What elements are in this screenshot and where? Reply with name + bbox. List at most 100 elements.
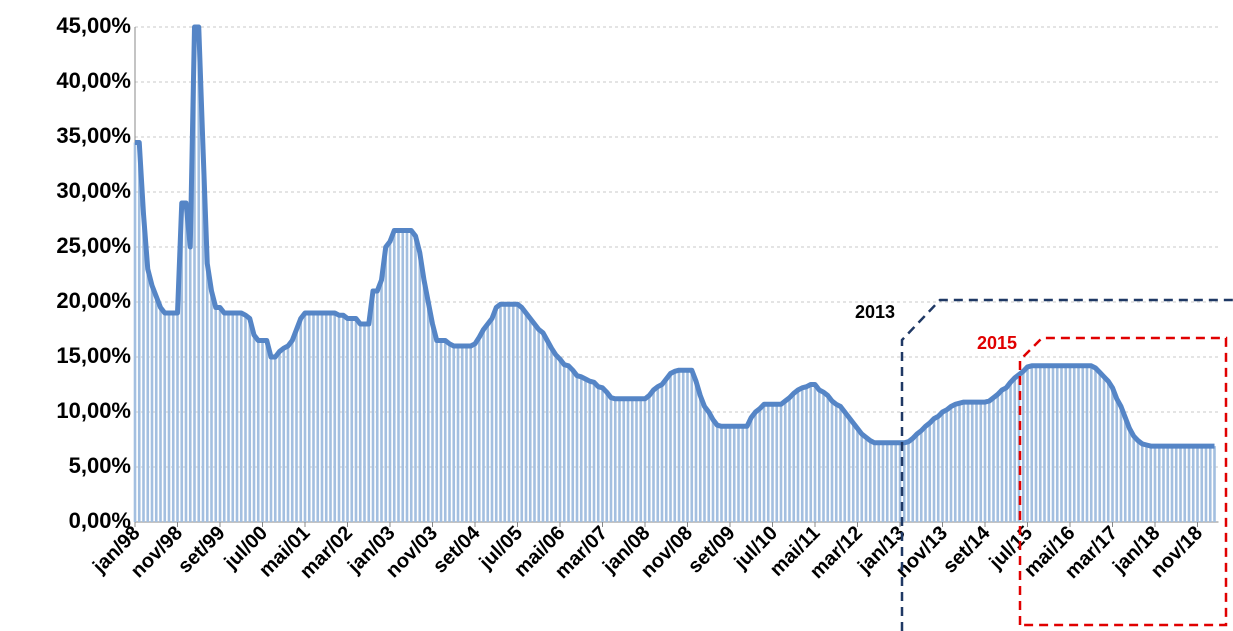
bar [392, 230, 396, 522]
bar [987, 401, 991, 522]
bar [703, 406, 706, 522]
bar [936, 416, 940, 522]
bar [282, 348, 286, 522]
bar [137, 142, 141, 522]
bar [618, 398, 621, 522]
y-tick-label: 0,00% [69, 508, 131, 533]
bar [1094, 368, 1097, 522]
bar [1089, 365, 1093, 522]
bar [261, 340, 264, 522]
bar [1072, 365, 1076, 522]
period-2013-marker [900, 298, 1233, 631]
bar [346, 318, 349, 522]
bar [630, 398, 634, 522]
bar [1200, 446, 1204, 522]
bar [477, 337, 481, 522]
bar [928, 423, 932, 522]
bar [919, 430, 923, 522]
bar [805, 386, 808, 522]
annotation-2015: 2015 [977, 333, 1017, 353]
bar [932, 418, 936, 522]
bar [1191, 446, 1195, 522]
bar [575, 375, 579, 522]
bar [456, 346, 460, 522]
bar [915, 434, 919, 522]
bar [694, 381, 698, 522]
bar [975, 402, 978, 522]
bar [609, 397, 613, 522]
bar [384, 247, 388, 522]
bar [290, 340, 294, 522]
bar [881, 442, 885, 522]
bar [741, 426, 745, 522]
bar [983, 402, 987, 522]
bar [690, 370, 694, 522]
bar [545, 340, 549, 522]
bar [1064, 365, 1068, 522]
x-tick-label: set/09 [684, 522, 740, 578]
bar [520, 307, 524, 522]
bar [324, 313, 328, 522]
bar [431, 324, 434, 522]
bar [303, 313, 307, 522]
bar [622, 398, 626, 522]
bar [418, 252, 422, 522]
y-tick-label: 15,00% [56, 343, 131, 368]
bar [341, 315, 345, 522]
bar [962, 402, 966, 522]
annotation-2013: 2013 [855, 302, 895, 322]
bar [460, 346, 464, 522]
bar [167, 313, 171, 522]
bar [490, 318, 494, 522]
bar [720, 426, 723, 522]
bar [273, 357, 277, 522]
bar [1077, 365, 1080, 522]
bar [422, 280, 426, 522]
bar [244, 315, 247, 522]
bar [1128, 428, 1131, 522]
bar [890, 442, 893, 522]
y-tick-label: 5,00% [69, 453, 131, 478]
bar [448, 343, 451, 522]
bar [949, 406, 953, 522]
y-tick-label: 30,00% [56, 178, 131, 203]
bar [1187, 446, 1191, 522]
bar [511, 304, 515, 522]
bar [681, 370, 685, 522]
bar [1170, 446, 1174, 522]
bar [792, 393, 796, 522]
y-tick-label: 45,00% [56, 13, 131, 38]
bar [426, 302, 430, 522]
bar [1132, 436, 1136, 522]
bar [439, 340, 443, 522]
bar [1009, 382, 1012, 522]
bar [737, 426, 740, 522]
bar [1183, 446, 1187, 522]
bar [1115, 398, 1119, 522]
bar [358, 324, 362, 522]
bar [494, 307, 498, 522]
bar [1119, 406, 1123, 522]
bar [1017, 374, 1021, 522]
bar [1081, 365, 1085, 522]
bar [320, 313, 324, 522]
bar [605, 392, 609, 522]
bar [554, 354, 558, 522]
bar [524, 313, 528, 522]
bar [486, 324, 490, 522]
bar [171, 313, 175, 522]
bar [592, 382, 596, 522]
bar [966, 402, 970, 522]
bar [222, 313, 226, 522]
bar [907, 441, 910, 522]
bar [269, 357, 273, 522]
bar [1034, 365, 1038, 522]
bar [231, 313, 235, 522]
bar [567, 365, 570, 522]
bar [656, 386, 660, 522]
bar [800, 387, 804, 522]
bar [1162, 446, 1165, 522]
bar [830, 401, 834, 522]
bar [180, 203, 184, 522]
bar [537, 329, 541, 522]
